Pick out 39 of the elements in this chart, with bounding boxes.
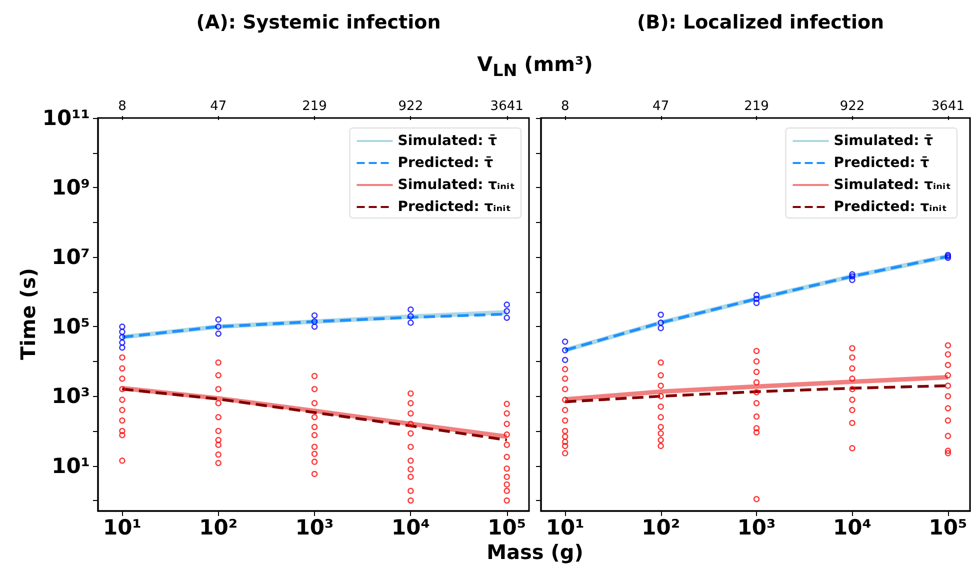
x-tick-label: 10²	[199, 516, 238, 540]
text: 47	[210, 99, 227, 114]
y-tick-label: 10⁹	[52, 176, 90, 200]
text: 3641	[931, 99, 964, 114]
legend-label: Simulated: τᵢₙᵢₜ	[834, 177, 952, 193]
text: 8	[560, 99, 570, 114]
chart-title: (A): Systemic infection	[196, 12, 441, 34]
x-tick-label: 10⁵	[488, 516, 526, 540]
x-tick-label: 10⁴	[833, 516, 872, 540]
text: 219	[744, 99, 769, 114]
y-tick-label: 10³	[52, 384, 90, 408]
legend-label: Predicted: τᵢₙᵢₜ	[398, 199, 512, 215]
text: 922	[398, 99, 424, 114]
y-tick-label: 10¹¹	[42, 106, 90, 130]
text: 47	[652, 99, 670, 114]
legend-label: Simulated: τᵢₙᵢₜ	[398, 177, 516, 193]
x-tick-label: 10²	[642, 516, 680, 540]
y-tick-label: 10¹	[52, 454, 90, 478]
text: 8	[118, 99, 126, 114]
legend-label: Predicted: τ̄	[398, 155, 494, 171]
y-tick-label: 10⁷	[52, 245, 90, 270]
x-tick-label: 10⁵	[928, 516, 968, 540]
chart-title: (B): Localized infection	[636, 12, 884, 34]
x-axis-title: Mass (g)	[486, 540, 584, 564]
legend-label: Predicted: τᵢₙᵢₜ	[834, 199, 948, 215]
x-tick-label: 10¹	[103, 516, 142, 540]
text: 922	[840, 99, 865, 114]
x-tick-label: 10⁴	[391, 516, 430, 540]
x-tick-label: 10³	[295, 516, 334, 540]
x2-axis-title: V$_{LN}$ (mm³)	[476, 52, 594, 80]
x-tick-label: 10³	[737, 516, 776, 540]
legend-label: Predicted: τ̄	[834, 155, 930, 171]
text: 3641	[490, 99, 524, 114]
y-axis-title: Time (s)	[16, 268, 40, 360]
y-tick-label: 10⁵	[52, 314, 90, 339]
legend-label: Simulated: τ̄	[834, 133, 934, 149]
legend-label: Simulated: τ̄	[398, 133, 498, 149]
text: 219	[302, 99, 327, 114]
x-tick-label: 10¹	[546, 516, 584, 540]
